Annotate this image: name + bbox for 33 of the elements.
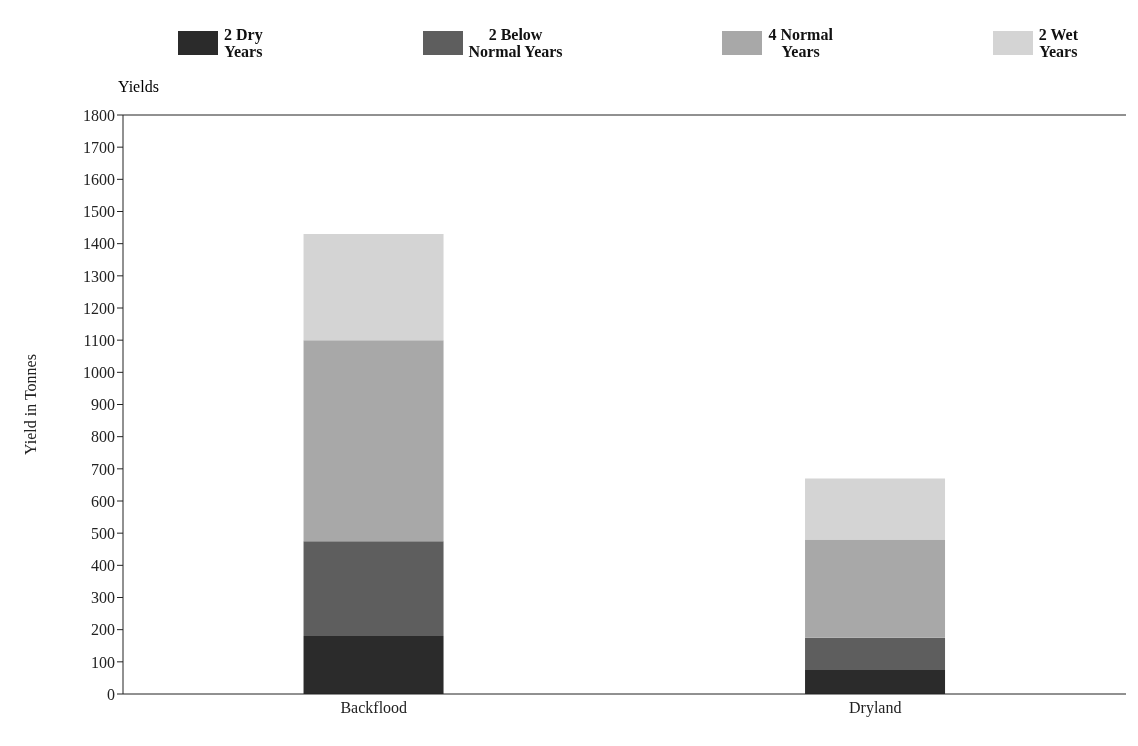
y-tick-label: 500: [91, 524, 115, 542]
y-tick-label: 1000: [83, 364, 115, 382]
legend-label: 2 Below Normal Years: [468, 26, 563, 60]
legend-label: 4 Normal Years: [768, 26, 833, 60]
bar: [303, 234, 444, 341]
bar: [303, 340, 444, 542]
y-tick-label: 0: [107, 685, 115, 703]
bar: [805, 478, 946, 540]
bar: [805, 637, 946, 670]
y-tick-label: 1500: [83, 203, 115, 221]
x-tick-label: Backflood: [340, 699, 408, 717]
y-tick-label: 100: [91, 653, 115, 671]
y-axis-title: Yield in Tonnes: [21, 354, 39, 455]
y-tick-label: 900: [91, 396, 115, 414]
y-tick-label: 1100: [83, 331, 115, 349]
y-tick-label: 300: [91, 589, 115, 607]
bar: [805, 539, 946, 638]
y-tick-label: 1700: [83, 138, 115, 156]
y-tick-label: 600: [91, 492, 115, 510]
x-tick-label: Dryland: [849, 699, 902, 718]
y-tick-label: 1200: [83, 299, 115, 317]
y-tick-label: 1400: [83, 235, 115, 253]
legend-label: 2 Wet Years: [1038, 26, 1078, 60]
y-tick-label: 800: [91, 428, 115, 446]
legend-label: 2 Dry Years: [224, 26, 263, 60]
y-tick-label: 1800: [83, 106, 115, 124]
y-tick-label: 1300: [83, 267, 115, 285]
y-tick-label: 400: [91, 557, 115, 575]
bar: [303, 541, 444, 637]
y-tick-label: 200: [91, 621, 115, 639]
y-tick-label: 1600: [83, 171, 115, 189]
text: Yields: [118, 78, 159, 95]
y-tick-label: 700: [91, 460, 115, 478]
